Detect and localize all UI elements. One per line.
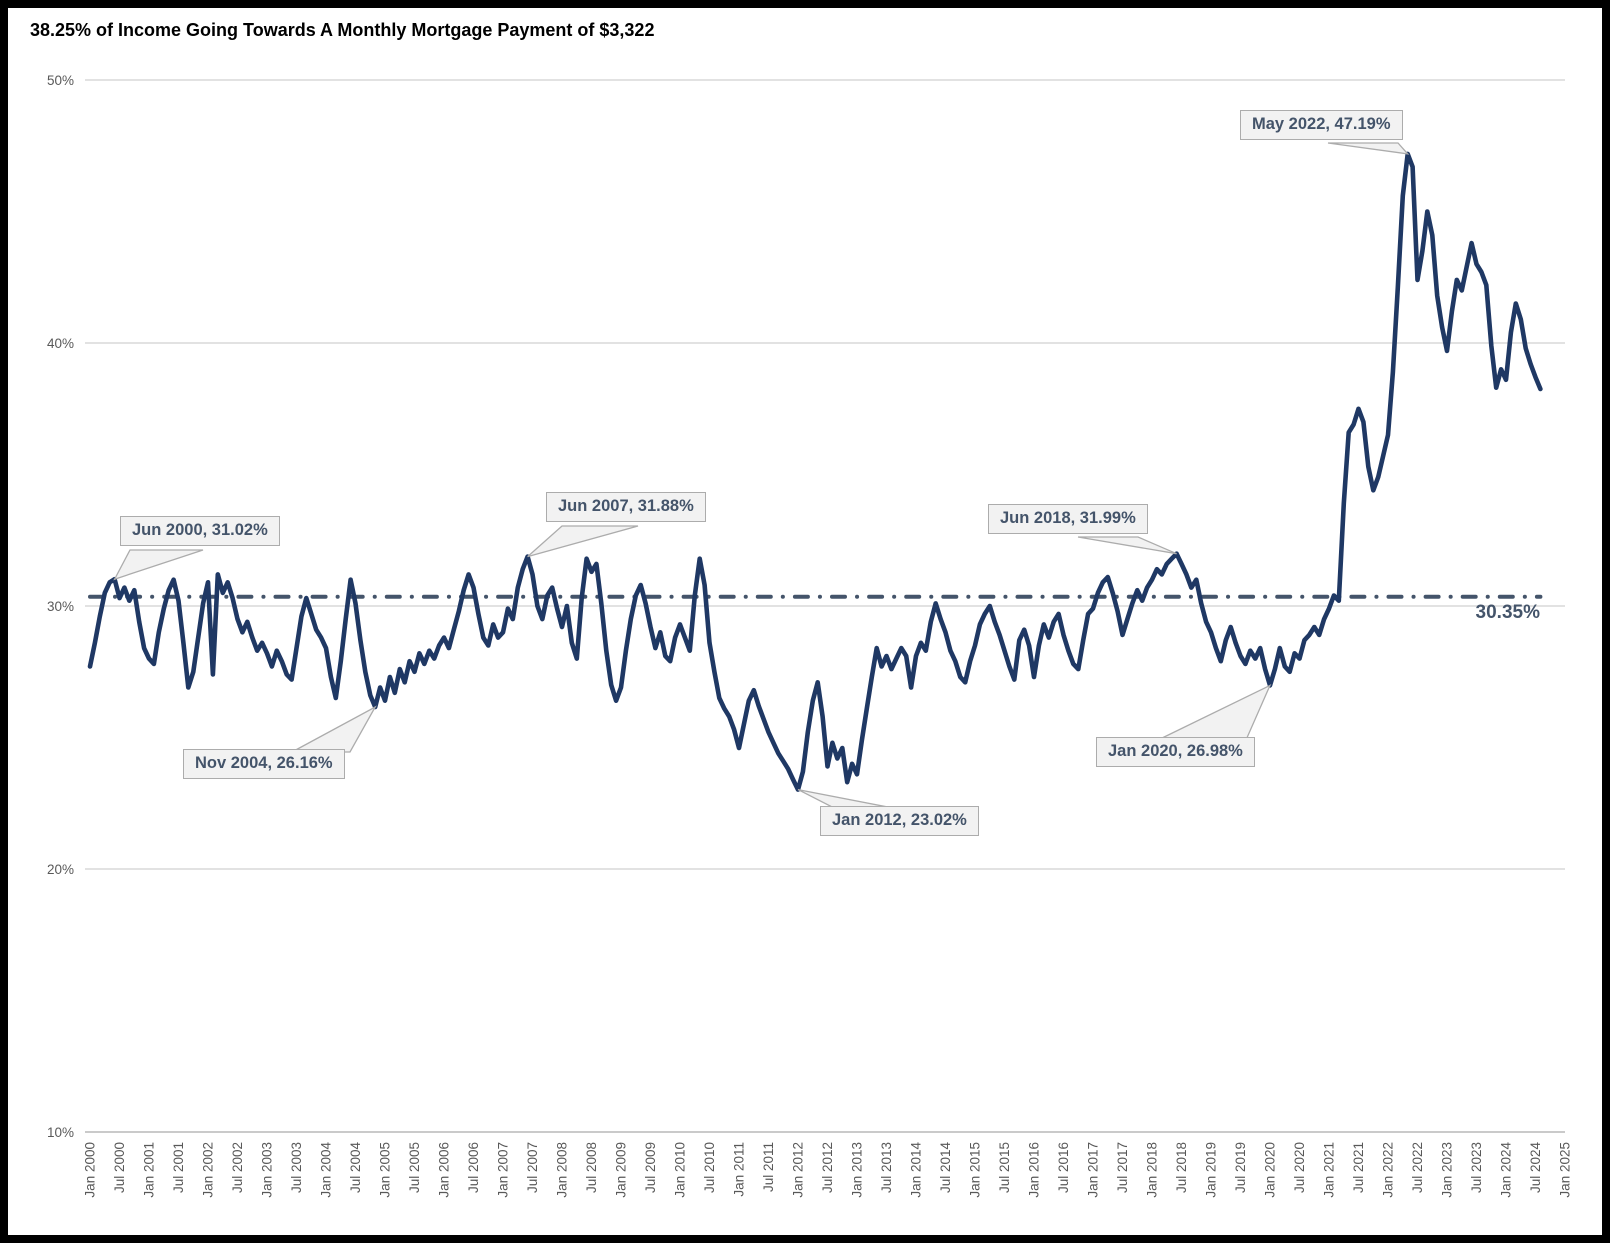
x-axis-tick-label: Jul 2014 (938, 1142, 953, 1194)
y-axis-tick-label: 50% (47, 73, 74, 88)
x-axis-tick-label: Jul 2024 (1528, 1142, 1543, 1194)
callout-pointer (527, 525, 639, 558)
y-axis-tick-label: 20% (47, 862, 74, 877)
x-axis-tick-label: Jan 2012 (791, 1142, 806, 1198)
x-axis-tick-label: Jul 2020 (1292, 1142, 1307, 1193)
x-axis-tick-label: Jan 2002 (201, 1142, 216, 1198)
x-axis-tick-label: Jan 2009 (614, 1142, 629, 1198)
x-axis-tick-label: Jul 2004 (348, 1142, 363, 1194)
x-axis-tick-label: Jul 2002 (230, 1142, 245, 1193)
x-axis-tick-label: Jul 2023 (1469, 1142, 1484, 1193)
x-axis-tick-label: Jan 2007 (496, 1142, 511, 1198)
x-axis-tick-label: Jan 2000 (83, 1142, 98, 1198)
x-axis-tick-label: Jan 2010 (673, 1142, 688, 1198)
x-axis-tick-label: Jul 2001 (171, 1142, 186, 1193)
x-axis-tick-label: Jan 2015 (968, 1142, 983, 1198)
data-line (87, 151, 1543, 792)
x-axis-tick-label: Jan 2017 (1086, 1142, 1101, 1198)
y-axis-tick-label: 40% (47, 336, 74, 351)
x-axis-tick-label: Jul 2009 (643, 1142, 658, 1193)
x-axis-tick-label: Jul 2022 (1410, 1142, 1425, 1193)
x-axis-tick-label: Jan 2003 (260, 1142, 275, 1198)
x-axis-tick-label: Jan 2018 (1145, 1142, 1160, 1198)
x-axis-tick-label: Jul 2019 (1233, 1142, 1248, 1193)
x-axis-tick-label: Jan 2011 (732, 1142, 747, 1197)
average-value-label: 30.35% (1475, 602, 1540, 623)
x-axis-tick-label: Jan 2006 (437, 1142, 452, 1198)
y-axis-tick-label: 30% (47, 599, 74, 614)
x-axis-tick-label: Jan 2016 (1027, 1142, 1042, 1198)
callout-jan-2012: Jan 2012, 23.02% (820, 806, 979, 836)
x-axis-tick-label: Jan 2021 (1322, 1142, 1337, 1198)
callout-pointer (291, 705, 377, 753)
callout-jun-2000: Jun 2000, 31.02% (120, 516, 280, 546)
callout-pointer (1077, 536, 1177, 555)
x-axis-tick-label: Jul 2011 (761, 1142, 776, 1192)
x-axis-tick-label: Jan 2020 (1263, 1142, 1278, 1198)
x-axis-tick-label: Jan 2025 (1558, 1142, 1573, 1198)
x-axis-tick-label: Jul 2021 (1351, 1142, 1366, 1193)
x-axis-tick-label: Jan 2004 (319, 1142, 334, 1198)
x-axis-tick-label: Jan 2022 (1381, 1142, 1396, 1198)
x-axis-tick-label: Jan 2001 (142, 1142, 157, 1198)
x-axis-tick-label: Jul 2006 (466, 1142, 481, 1193)
x-axis-tick-label: Jul 2013 (879, 1142, 894, 1193)
x-axis-tick-label: Jul 2016 (1056, 1142, 1071, 1193)
x-axis-tick-label: Jan 2005 (378, 1142, 393, 1198)
callout-pointer (1327, 142, 1410, 155)
callout-jan-2020: Jan 2020, 26.98% (1096, 737, 1255, 767)
chart-title: 38.25% of Income Going Towards A Monthly… (30, 20, 655, 40)
x-axis-tick-label: Jul 2018 (1174, 1142, 1189, 1193)
x-axis-tick-label: Jul 2015 (997, 1142, 1012, 1193)
x-axis-tick-label: Jul 2005 (407, 1142, 422, 1193)
callout-nov-2004: Nov 2004, 26.16% (183, 749, 345, 779)
callout-pointer (1157, 684, 1272, 741)
x-axis-tick-label: Jan 2014 (909, 1142, 924, 1198)
x-axis-tick-label: Jan 2023 (1440, 1142, 1455, 1198)
x-axis-tick-label: Jul 2007 (525, 1142, 540, 1193)
x-axis-tick-label: Jan 2019 (1204, 1142, 1219, 1198)
y-axis-tick-label: 10% (47, 1125, 74, 1140)
x-axis-tick-label: Jul 2010 (702, 1142, 717, 1193)
callout-may-2022: May 2022, 47.19% (1240, 110, 1403, 140)
callout-jun-2018: Jun 2018, 31.99% (988, 504, 1148, 534)
callout-jun-2007: Jun 2007, 31.88% (546, 492, 706, 522)
x-axis-tick-label: Jul 2008 (584, 1142, 599, 1193)
x-axis-tick-label: Jan 2024 (1499, 1142, 1514, 1198)
x-axis-tick-label: Jul 2003 (289, 1142, 304, 1193)
x-axis-tick-label: Jul 2017 (1115, 1142, 1130, 1193)
x-axis-tick-label: Jan 2008 (555, 1142, 570, 1198)
callout-pointer (113, 549, 204, 581)
x-axis-tick-label: Jul 2000 (112, 1142, 127, 1193)
x-axis-tick-label: Jul 2012 (820, 1142, 835, 1193)
x-axis-tick-label: Jan 2013 (850, 1142, 865, 1198)
